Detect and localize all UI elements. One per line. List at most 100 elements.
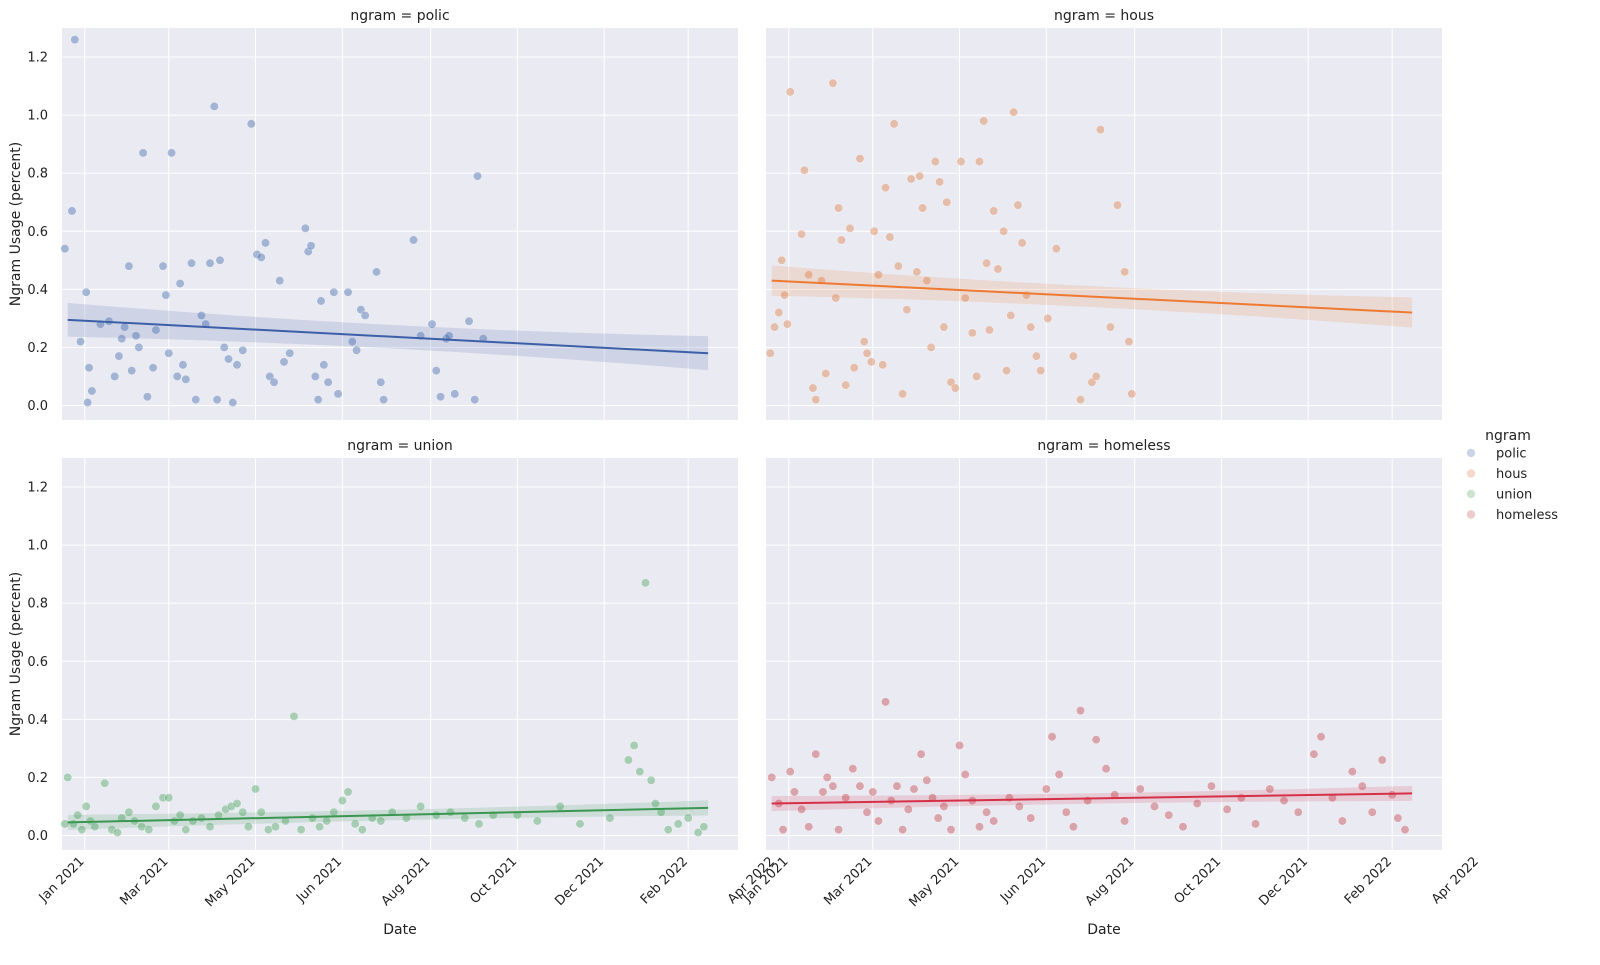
regression-line [771, 279, 1413, 314]
data-point [81, 287, 91, 297]
data-point [228, 398, 238, 408]
data-point [845, 223, 855, 233]
data-point [828, 781, 838, 791]
data-point [127, 366, 137, 376]
data-point [1120, 267, 1130, 277]
data-point [909, 784, 919, 794]
data-point [811, 395, 821, 405]
data-point [1222, 804, 1232, 814]
y-tick-label: 0.6 [27, 655, 48, 670]
data-point [221, 804, 231, 814]
data-point [881, 697, 891, 707]
data-point [296, 825, 306, 835]
data-point [343, 787, 353, 797]
data-point [893, 261, 903, 271]
data-point [862, 807, 872, 817]
data-point [785, 767, 795, 777]
facet-title: ngram = hous [1054, 8, 1154, 24]
data-point [151, 801, 161, 811]
data-point [930, 157, 940, 167]
facet-title: ngram = homeless [1037, 438, 1170, 454]
data-point [196, 310, 206, 320]
y-tick-label: 0.2 [27, 771, 48, 786]
data-point [956, 157, 966, 167]
data-point [87, 386, 97, 396]
data-point [885, 232, 895, 242]
data-point [427, 319, 437, 329]
y-tick-label: 1.2 [27, 481, 48, 496]
data-point [605, 813, 615, 823]
data-point [821, 369, 831, 379]
data-point [226, 801, 236, 811]
scatter-points [767, 697, 1410, 835]
data-point [67, 206, 77, 216]
data-point [161, 290, 171, 300]
data-point [306, 241, 316, 251]
data-point [982, 807, 992, 817]
data-point [822, 772, 832, 782]
data-point [181, 825, 191, 835]
data-point [765, 348, 775, 358]
data-point [1357, 781, 1367, 791]
legend-marker [1466, 448, 1476, 458]
data-point [1120, 816, 1130, 826]
data-point [903, 804, 913, 814]
data-point [673, 819, 683, 829]
data-point [279, 357, 289, 367]
data-point [808, 383, 818, 393]
data-point [878, 360, 888, 370]
data-point [131, 331, 141, 341]
data-point [329, 287, 339, 297]
data-point [1265, 784, 1275, 794]
data-point [416, 801, 426, 811]
data-point [263, 825, 273, 835]
y-tick-label: 0.4 [27, 713, 48, 728]
y-tick-label: 0.2 [27, 341, 48, 356]
data-point [1068, 822, 1078, 832]
data-point [906, 174, 916, 184]
data-point [984, 325, 994, 335]
facet-title: ngram = polic [350, 8, 449, 24]
data-point [219, 342, 229, 352]
data-point [450, 389, 460, 399]
data-point [124, 807, 134, 817]
data-point [831, 293, 841, 303]
data-point [635, 767, 645, 777]
data-point [164, 793, 174, 803]
x-tick-label: Aug 2021 [379, 854, 434, 909]
data-point [1054, 770, 1064, 780]
data-point [841, 380, 851, 390]
x-tick-label: Aug 2021 [1083, 854, 1138, 909]
data-point [939, 801, 949, 811]
data-point [473, 171, 483, 181]
data-point [474, 819, 484, 829]
data-point [1091, 371, 1101, 381]
data-point [1367, 807, 1377, 817]
data-point [789, 787, 799, 797]
scatter-points [60, 578, 709, 838]
data-point [212, 395, 222, 405]
legend-label: polic [1496, 447, 1527, 462]
data-point [785, 87, 795, 97]
data-point [138, 148, 148, 158]
data-point [828, 78, 838, 88]
plot-background [766, 458, 1442, 850]
data-point [915, 171, 925, 181]
data-point [866, 357, 876, 367]
data-point [898, 389, 908, 399]
data-point [892, 781, 902, 791]
data-point [1006, 310, 1016, 320]
data-point [117, 334, 127, 344]
data-point [1068, 351, 1078, 361]
x-tick-label: Jun 2021 [293, 854, 345, 906]
data-point [782, 319, 792, 329]
x-tick-label: Oct 2021 [467, 854, 520, 907]
data-point [848, 764, 858, 774]
data-point [167, 148, 177, 158]
data-point [376, 377, 386, 387]
legend-title: ngram [1485, 428, 1531, 444]
data-point [1400, 825, 1410, 835]
data-point [1192, 799, 1202, 809]
y-tick-label: 0.4 [27, 283, 48, 298]
